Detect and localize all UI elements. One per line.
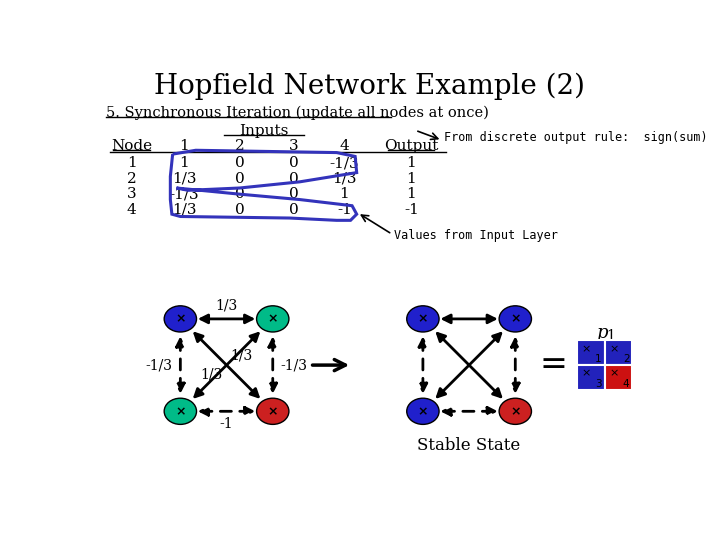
Text: 2: 2 <box>623 354 629 364</box>
Text: 0: 0 <box>235 187 245 201</box>
Text: 5. Synchronous Iteration (update all nodes at once): 5. Synchronous Iteration (update all nod… <box>106 105 489 120</box>
Text: ×: × <box>268 313 278 326</box>
Text: -1: -1 <box>404 202 419 217</box>
Text: 1/3: 1/3 <box>172 202 197 217</box>
Text: ×: × <box>418 405 428 418</box>
Text: 4: 4 <box>340 139 349 153</box>
Ellipse shape <box>164 306 197 332</box>
Text: ×: × <box>418 313 428 326</box>
Text: =: = <box>540 349 568 381</box>
Text: -1/3: -1/3 <box>145 358 172 372</box>
Ellipse shape <box>164 398 197 424</box>
Bar <box>605 340 632 365</box>
Text: 1/3: 1/3 <box>215 298 238 312</box>
Text: ×: × <box>175 313 186 326</box>
Text: 0: 0 <box>235 172 245 186</box>
Text: -1/3: -1/3 <box>169 187 199 201</box>
Text: ×: × <box>175 405 186 418</box>
Text: 1: 1 <box>127 157 137 170</box>
Text: 1: 1 <box>340 187 349 201</box>
Text: ×: × <box>510 405 521 418</box>
Text: 1: 1 <box>407 172 416 186</box>
Ellipse shape <box>499 398 531 424</box>
Text: 4: 4 <box>127 202 137 217</box>
Text: -1/3: -1/3 <box>330 157 359 170</box>
Ellipse shape <box>256 306 289 332</box>
Bar <box>577 340 605 365</box>
Text: 2: 2 <box>127 172 137 186</box>
Text: Node: Node <box>112 139 153 153</box>
Text: -1/3: -1/3 <box>281 358 308 372</box>
Text: 1: 1 <box>179 157 189 170</box>
Text: 0: 0 <box>289 202 298 217</box>
Text: Output: Output <box>384 139 438 153</box>
Text: 1/3: 1/3 <box>200 367 222 381</box>
Text: Stable State: Stable State <box>418 437 521 455</box>
Ellipse shape <box>256 398 289 424</box>
Text: -1: -1 <box>220 417 233 430</box>
Bar <box>605 365 632 390</box>
Text: ×: × <box>582 344 591 354</box>
Text: ×: × <box>268 405 278 418</box>
Text: Hopfield Network Example (2): Hopfield Network Example (2) <box>153 73 585 100</box>
Text: 0: 0 <box>289 157 298 170</box>
Text: ×: × <box>610 369 619 379</box>
Text: 2: 2 <box>235 139 245 153</box>
Text: -1: -1 <box>337 202 352 217</box>
Text: 0: 0 <box>289 187 298 201</box>
Text: 1/3: 1/3 <box>172 172 197 186</box>
Ellipse shape <box>407 398 439 424</box>
Text: 0: 0 <box>235 157 245 170</box>
Text: 3: 3 <box>595 379 602 389</box>
Ellipse shape <box>499 306 531 332</box>
Text: 1/3: 1/3 <box>332 172 356 186</box>
Text: 1/3: 1/3 <box>230 349 253 363</box>
Text: 1: 1 <box>595 354 602 364</box>
Text: From discrete output rule:  sign(sum): From discrete output rule: sign(sum) <box>444 131 708 144</box>
Text: p: p <box>595 324 607 342</box>
Text: Values from Input Layer: Values from Input Layer <box>394 230 557 242</box>
Text: 1: 1 <box>179 139 189 153</box>
Text: ×: × <box>582 369 591 379</box>
Text: 1: 1 <box>606 329 615 343</box>
Text: 1: 1 <box>407 157 416 170</box>
Text: 1: 1 <box>407 187 416 201</box>
Text: 0: 0 <box>289 172 298 186</box>
Bar <box>577 365 605 390</box>
Text: ×: × <box>610 344 619 354</box>
Text: Inputs: Inputs <box>240 124 289 138</box>
Ellipse shape <box>407 306 439 332</box>
Text: 0: 0 <box>235 202 245 217</box>
Text: 3: 3 <box>289 139 298 153</box>
Text: 4: 4 <box>623 379 629 389</box>
Text: ×: × <box>510 313 521 326</box>
Text: 3: 3 <box>127 187 137 201</box>
